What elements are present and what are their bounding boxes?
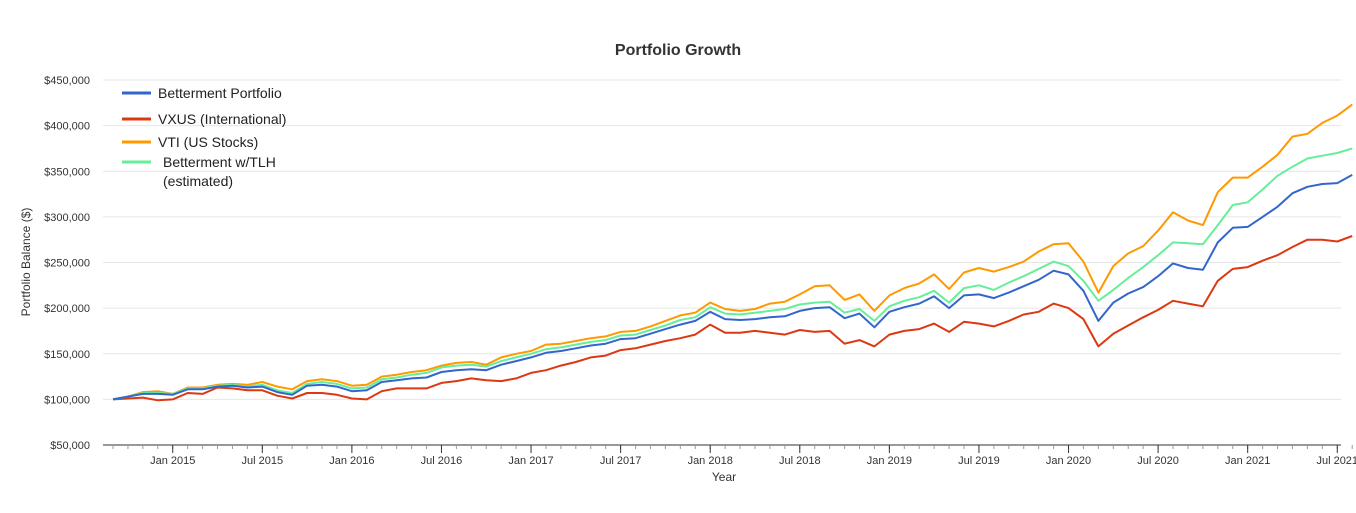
x-tick-label: Jan 2018 [688, 455, 733, 467]
gridlines [103, 79, 1341, 446]
y-tick-label: $150,000 [44, 349, 90, 361]
y-tick-label: $250,000 [44, 258, 90, 270]
x-tick-label: Jul 2019 [958, 455, 1000, 467]
y-tick-label: $350,000 [44, 166, 90, 178]
legend-label: Betterment w/TLH (estimated) [163, 154, 276, 189]
series-line-3 [112, 147, 1353, 401]
x-tick-label: Jan 2016 [329, 455, 374, 467]
y-tick-label: $400,000 [44, 121, 90, 133]
series-line-2 [112, 103, 1353, 401]
legend-label: VTI (US Stocks) [158, 134, 258, 150]
x-tick-label: Jan 2019 [867, 455, 912, 467]
y-tick-label: $300,000 [44, 212, 90, 224]
x-tick-label: Jul 2021 [1316, 455, 1356, 467]
chart-title: Portfolio Growth [614, 42, 742, 59]
y-axis-ticks: $50,000 $100,000 $150,000 $200,000 $250,000 $… [44, 75, 90, 452]
x-tick-label: Jul 2018 [779, 455, 821, 467]
x-axis-title: Year [712, 470, 736, 484]
y-tick-label: $50,000 [50, 440, 90, 452]
x-tick-label: Jul 2017 [600, 455, 642, 467]
series-line-1 [112, 235, 1353, 402]
y-tick-label: $200,000 [44, 303, 90, 315]
x-tick-label: Jan 2020 [1046, 455, 1091, 467]
legend-label: Betterment Portfolio [158, 85, 282, 101]
x-tick-label: Jul 2016 [421, 455, 463, 467]
x-tick-label: Jan 2021 [1225, 455, 1270, 467]
series-lines [112, 103, 1353, 402]
x-axis-ticks: Jan 2015 Jul 2015 Jan 2016 Jul 2016 Jan 2017… [112, 445, 1356, 467]
y-tick-label: $450,000 [44, 75, 90, 87]
y-tick-label: $100,000 [44, 394, 90, 406]
x-tick-label: Jan 2015 [150, 455, 195, 467]
x-tick-label: Jul 2020 [1137, 455, 1179, 467]
legend-label: VXUS (International) [158, 111, 286, 127]
x-tick-label: Jul 2015 [242, 455, 284, 467]
legend: Betterment Portfolio VXUS (International)… [122, 85, 286, 189]
x-tick-label: Jan 2017 [508, 455, 553, 467]
series-line-0 [112, 174, 1353, 401]
y-axis-title: Portfolio Balance ($) [19, 208, 33, 317]
